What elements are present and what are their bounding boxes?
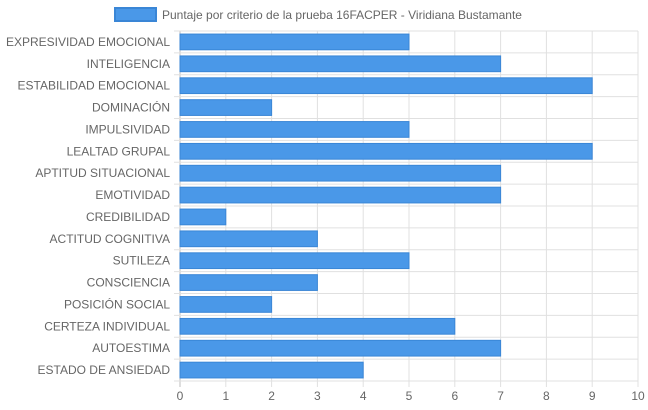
y-axis-label: ESTADO DE ANSIEDAD bbox=[38, 363, 171, 377]
y-axis-label: DOMINACIÓN bbox=[92, 100, 170, 115]
y-axis-label: APTITUD SITUACIONAL bbox=[35, 166, 170, 180]
x-tick-label: 0 bbox=[177, 389, 184, 403]
y-axis-label: EXPRESIVIDAD EMOCIONAL bbox=[6, 35, 170, 49]
x-tick-label: 9 bbox=[589, 389, 596, 403]
bar[interactable] bbox=[179, 142, 593, 160]
y-axis-label: CREDIBILIDAD bbox=[86, 210, 170, 224]
bar[interactable] bbox=[179, 164, 502, 182]
x-tick-label: 6 bbox=[451, 389, 458, 403]
bar[interactable] bbox=[179, 317, 456, 335]
bar[interactable] bbox=[179, 99, 273, 116]
legend-label: Puntaje por criterio de la prueba 16FACP… bbox=[162, 8, 522, 22]
bar[interactable] bbox=[179, 339, 502, 357]
x-tick-label: 8 bbox=[543, 389, 550, 403]
bar[interactable] bbox=[179, 252, 410, 270]
bar[interactable] bbox=[179, 208, 227, 226]
x-tick-label: 7 bbox=[497, 389, 504, 403]
bar[interactable] bbox=[179, 77, 593, 95]
x-tick-label: 4 bbox=[360, 389, 367, 403]
legend[interactable]: Puntaje por criterio de la prueba 16FACP… bbox=[114, 7, 522, 22]
bar[interactable] bbox=[179, 274, 318, 291]
bar[interactable] bbox=[179, 55, 502, 73]
bar[interactable] bbox=[179, 361, 364, 379]
x-tick-label: 5 bbox=[406, 389, 413, 403]
x-axis-tick-labels: 0 1 2 3 4 5 6 7 8 9 10 bbox=[177, 389, 645, 403]
x-tick-label: 2 bbox=[268, 389, 275, 403]
bar[interactable] bbox=[179, 230, 318, 248]
y-axis-label: POSICIÓN SOCIAL bbox=[64, 296, 170, 311]
bar[interactable] bbox=[179, 186, 502, 204]
y-axis-label: CERTEZA INDIVIDUAL bbox=[44, 319, 170, 333]
x-tick-label: 10 bbox=[631, 389, 645, 403]
y-axis-label: ESTABILIDAD EMOCIONAL bbox=[18, 79, 171, 93]
x-tick-label: 1 bbox=[222, 389, 229, 403]
y-axis-label: IMPULSIVIDAD bbox=[85, 122, 170, 136]
y-axis-label: SUTILEZA bbox=[113, 254, 170, 268]
y-axis-label: LEALTAD GRUPAL bbox=[67, 144, 171, 158]
legend-swatch bbox=[114, 7, 157, 22]
y-axis-label: INTELIGENCIA bbox=[87, 57, 170, 71]
bar[interactable] bbox=[179, 296, 273, 313]
y-axis-label: ACTITUD COGNITIVA bbox=[50, 232, 170, 246]
y-axis-label: EMOTIVIDAD bbox=[95, 188, 170, 202]
bar[interactable] bbox=[179, 33, 410, 51]
y-axis-labels: EXPRESIVIDAD EMOCIONAL INTELIGENCIA ESTABI… bbox=[6, 35, 170, 377]
bar[interactable] bbox=[179, 121, 410, 138]
x-tick-label: 3 bbox=[314, 389, 321, 403]
y-axis-label: CONSCIENCIA bbox=[87, 276, 170, 290]
bars bbox=[179, 33, 593, 379]
y-axis-label: AUTOESTIMA bbox=[92, 341, 170, 355]
